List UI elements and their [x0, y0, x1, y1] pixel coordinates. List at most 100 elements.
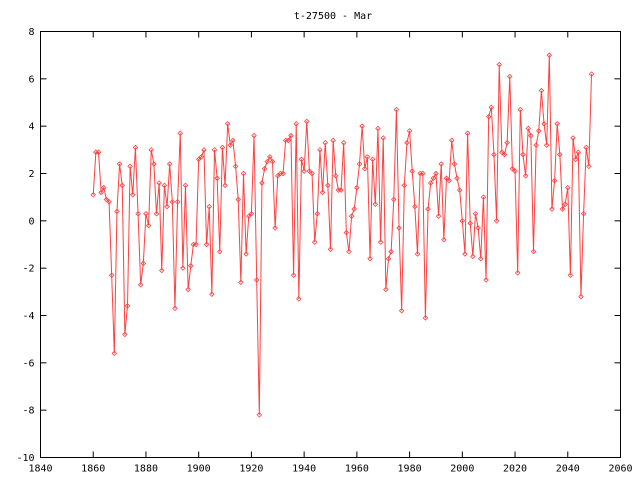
- data-point: [145, 222, 152, 229]
- data-point: [528, 132, 534, 139]
- data-point: [351, 206, 357, 212]
- data-point: [420, 170, 426, 177]
- data-point: [306, 168, 313, 174]
- data-point: [483, 277, 489, 283]
- data-point: [464, 130, 471, 137]
- data-point: [480, 194, 487, 200]
- data-point: [280, 170, 286, 177]
- y-axis-tick-labels: -10 -8 -6 -4 -2 0 2 4 6 8: [16, 27, 34, 464]
- data-point: [290, 272, 297, 279]
- data-point: [530, 248, 537, 255]
- y-tick-label: 0: [28, 216, 34, 227]
- data-point: [188, 263, 194, 269]
- data-point: [172, 305, 178, 312]
- data-point: [193, 241, 199, 248]
- y-tick-label: -6: [22, 358, 34, 369]
- data-point: [214, 175, 220, 181]
- y-tick-label: -2: [22, 264, 34, 275]
- data-point: [554, 121, 560, 127]
- data-point: [391, 196, 397, 203]
- data-point: [198, 154, 205, 160]
- data-point: [409, 168, 415, 174]
- data-point: [551, 177, 558, 184]
- data-point: [470, 253, 476, 260]
- axis-ticks: [40, 31, 621, 458]
- y-tick-label: -4: [22, 311, 34, 322]
- data-point: [356, 161, 363, 167]
- data-point: [586, 163, 592, 170]
- data-point: [224, 121, 231, 127]
- data-point: [572, 156, 579, 163]
- data-point: [333, 173, 339, 179]
- data-point: [235, 196, 241, 203]
- data-point: [488, 104, 495, 110]
- x-tick-label: 1960: [345, 464, 369, 475]
- data-point: [259, 180, 265, 186]
- data-point: [103, 196, 110, 203]
- x-tick-label: 1900: [187, 464, 211, 475]
- data-point: [517, 106, 524, 113]
- data-point: [217, 248, 223, 255]
- x-tick-label: 2040: [556, 464, 580, 475]
- data-point: [346, 248, 352, 255]
- data-point: [393, 106, 400, 113]
- data-point: [404, 139, 410, 146]
- data-point: [383, 286, 389, 293]
- data-point: [520, 151, 526, 158]
- data-point: [396, 225, 402, 231]
- x-tick-label: 1840: [28, 464, 52, 475]
- data-point: [557, 151, 563, 158]
- data-point: [525, 125, 531, 132]
- data-point: [309, 170, 315, 177]
- data-point: [116, 161, 123, 167]
- x-tick-label: 1860: [81, 464, 105, 475]
- data-point: [132, 144, 139, 151]
- data-point: [296, 296, 302, 302]
- data-point: [467, 220, 473, 226]
- data-point: [119, 182, 125, 189]
- data-point: [536, 128, 542, 134]
- data-point: [575, 149, 582, 155]
- data-point: [301, 168, 307, 174]
- data-point: [472, 210, 479, 217]
- data-point: [209, 291, 215, 297]
- data-point: [565, 184, 571, 191]
- data-point: [140, 260, 147, 267]
- data-point: [541, 121, 547, 127]
- data-point: [549, 206, 555, 212]
- x-tick-label: 1940: [292, 464, 316, 475]
- data-point: [504, 139, 510, 146]
- data-point: [164, 203, 170, 210]
- series-line: [92, 55, 592, 415]
- data-point: [253, 277, 260, 283]
- data-point: [201, 147, 207, 153]
- data-point: [156, 180, 162, 186]
- y-tick-label: 2: [28, 169, 34, 180]
- data-point: [151, 161, 157, 167]
- data-point: [169, 199, 176, 205]
- data-point: [375, 125, 381, 132]
- data-point: [454, 175, 460, 181]
- data-point: [227, 142, 234, 148]
- data-point: [522, 173, 529, 179]
- data-point: [438, 161, 444, 167]
- data-point: [475, 225, 481, 231]
- data-point: [108, 272, 115, 279]
- data-point: [414, 251, 421, 257]
- data-point: [101, 184, 107, 191]
- data-point: [427, 180, 434, 186]
- data-point: [90, 192, 96, 198]
- data-point: [285, 137, 292, 144]
- data-point: [135, 210, 141, 217]
- data-point: [130, 192, 136, 198]
- data-point: [143, 210, 149, 217]
- data-point: [261, 166, 268, 172]
- data-point: [114, 208, 120, 215]
- data-point: [496, 61, 502, 68]
- data-point: [372, 201, 379, 208]
- data-point: [533, 142, 539, 148]
- data-point: [174, 199, 181, 205]
- data-point: [338, 187, 344, 193]
- data-point: [443, 175, 450, 181]
